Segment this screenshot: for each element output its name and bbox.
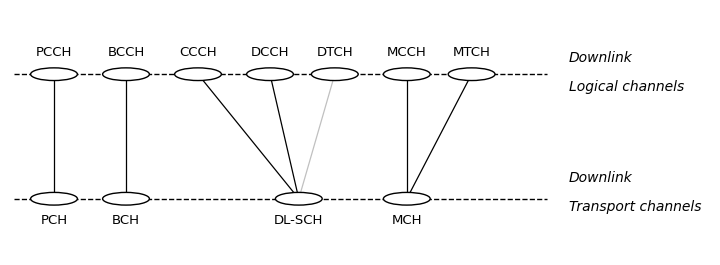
Text: Logical channels: Logical channels bbox=[569, 81, 684, 94]
Text: DTCH: DTCH bbox=[317, 46, 353, 59]
Text: MCCH: MCCH bbox=[387, 46, 427, 59]
Ellipse shape bbox=[448, 68, 495, 81]
Ellipse shape bbox=[102, 192, 150, 205]
Ellipse shape bbox=[312, 68, 359, 81]
Ellipse shape bbox=[246, 68, 294, 81]
Text: MTCH: MTCH bbox=[453, 46, 490, 59]
Text: PCCH: PCCH bbox=[36, 46, 72, 59]
Text: PCH: PCH bbox=[40, 214, 68, 227]
Text: CCCH: CCCH bbox=[179, 46, 217, 59]
Text: BCCH: BCCH bbox=[107, 46, 145, 59]
Text: Downlink: Downlink bbox=[569, 171, 633, 184]
Ellipse shape bbox=[30, 192, 78, 205]
Text: BCH: BCH bbox=[112, 214, 140, 227]
Text: Downlink: Downlink bbox=[569, 51, 633, 65]
Ellipse shape bbox=[30, 68, 78, 81]
Ellipse shape bbox=[276, 192, 323, 205]
Text: MCH: MCH bbox=[392, 214, 422, 227]
Ellipse shape bbox=[383, 192, 430, 205]
Ellipse shape bbox=[102, 68, 150, 81]
Text: DL-SCH: DL-SCH bbox=[274, 214, 323, 227]
Ellipse shape bbox=[175, 68, 222, 81]
Text: Transport channels: Transport channels bbox=[569, 200, 701, 214]
Ellipse shape bbox=[383, 68, 430, 81]
Text: DCCH: DCCH bbox=[251, 46, 289, 59]
